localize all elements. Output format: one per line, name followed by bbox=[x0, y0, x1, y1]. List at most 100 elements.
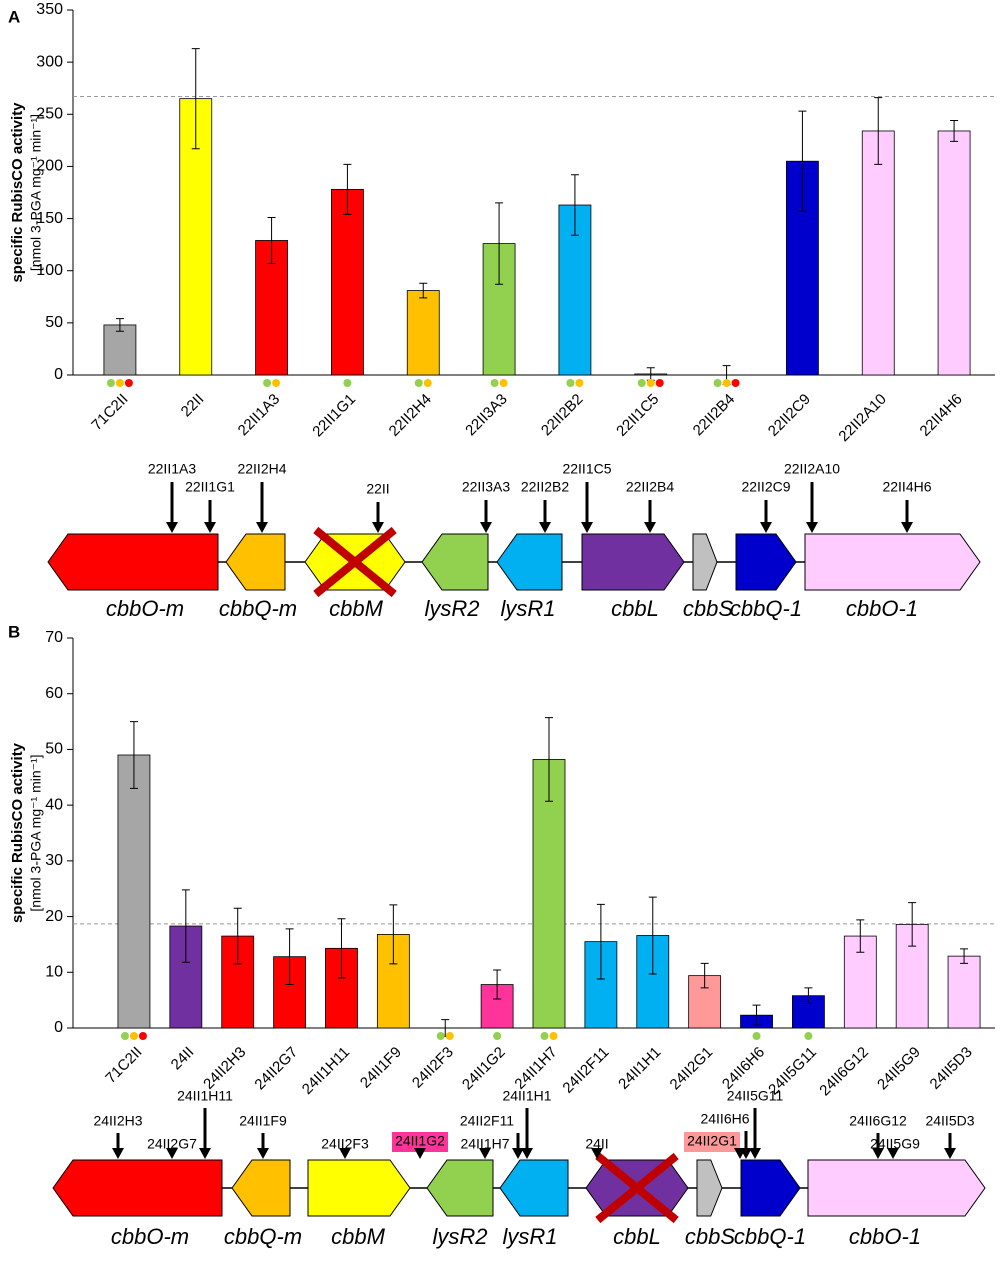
gene bbox=[52, 1159, 223, 1217]
error-bar bbox=[233, 907, 242, 965]
insertion-label: 24II1H7 bbox=[460, 1136, 509, 1152]
x-tick-label: 22II1G1 bbox=[309, 391, 359, 441]
arrow-head bbox=[901, 522, 913, 533]
insertion-label: 24II2G7 bbox=[147, 1136, 197, 1152]
insertion-label: 22II2B2 bbox=[521, 479, 569, 495]
insertion-label: 24II5G11 bbox=[727, 1088, 784, 1104]
marker-dot bbox=[575, 379, 584, 387]
insertion-label: 24II1H1 bbox=[502, 1088, 551, 1104]
insertion-label: 22II2C9 bbox=[741, 479, 790, 495]
error-bar bbox=[343, 163, 352, 215]
insertion-label: 22II4H6 bbox=[882, 479, 931, 495]
marker-dot bbox=[752, 1032, 761, 1040]
marker-dot bbox=[655, 379, 664, 387]
x-tick-label: 22II bbox=[178, 391, 208, 421]
x-tick-label: 24II1H1 bbox=[615, 1044, 664, 1093]
arrow-head bbox=[644, 522, 656, 533]
marker-dot bbox=[566, 379, 575, 387]
gene bbox=[807, 1159, 986, 1217]
arrow-head bbox=[479, 1148, 491, 1159]
insertion-label: 24II1G2 bbox=[395, 1133, 445, 1149]
y-axis-unit: [nmol 3-PGA mg⁻¹ min⁻¹] bbox=[28, 114, 44, 271]
insertion-label: 24II2F3 bbox=[321, 1136, 369, 1152]
marker-dot bbox=[272, 379, 281, 387]
x-tick-label: 22II4H6 bbox=[917, 391, 966, 440]
insertion-label: 24II5G9 bbox=[870, 1136, 920, 1152]
gene bbox=[692, 533, 718, 591]
deletion-cross bbox=[313, 526, 397, 598]
insertion-label: 22II3A3 bbox=[462, 479, 510, 495]
error-bar bbox=[545, 717, 553, 802]
insertion-label: 22II2A10 bbox=[784, 461, 840, 477]
gene bbox=[696, 1159, 723, 1217]
gene-label: cbbS bbox=[683, 596, 733, 621]
gene-label: cbbL bbox=[613, 1224, 661, 1249]
error-bar bbox=[495, 202, 504, 285]
bar bbox=[406, 290, 440, 376]
error-bar bbox=[181, 889, 190, 963]
marker-dot bbox=[106, 379, 115, 387]
insertion-label: 24II6H6 bbox=[700, 1111, 749, 1127]
x-tick-label: 24II5G9 bbox=[874, 1044, 924, 1094]
gene bbox=[426, 1159, 494, 1217]
x-tick-label: 22II2B4 bbox=[690, 391, 739, 440]
x-tick-label: 24II5D3 bbox=[927, 1044, 976, 1093]
arrow-head bbox=[199, 1148, 211, 1159]
arrow-head bbox=[749, 1148, 761, 1159]
insertion-label: 24II bbox=[585, 1136, 608, 1152]
arrow-head bbox=[581, 522, 593, 533]
x-tick-label: 24II2H3 bbox=[200, 1044, 249, 1093]
arrow-head bbox=[204, 522, 216, 533]
error-bar bbox=[267, 217, 276, 264]
error-bar bbox=[419, 282, 428, 299]
bar bbox=[532, 759, 566, 1029]
y-tick-label: 300 bbox=[36, 53, 63, 70]
y-tick-label: 100 bbox=[36, 262, 63, 279]
insertion-label: 24II5D3 bbox=[925, 1113, 974, 1129]
insertion-label: 24II2F11 bbox=[460, 1113, 514, 1129]
arrow-head bbox=[887, 1148, 899, 1159]
marker-dot bbox=[129, 1032, 138, 1040]
marker-dot bbox=[124, 379, 133, 387]
gene-label: lysR2 bbox=[424, 596, 479, 621]
insertion-label: 24II6G12 bbox=[849, 1113, 907, 1129]
x-tick-label: 24II1F9 bbox=[357, 1044, 405, 1092]
arrow-head bbox=[339, 1148, 351, 1159]
error-bar bbox=[129, 721, 138, 789]
marker-dot bbox=[540, 1032, 549, 1040]
marker-dot bbox=[436, 1032, 445, 1040]
arrow-head bbox=[806, 522, 818, 533]
insertion-label: 22II1A3 bbox=[148, 461, 196, 477]
gene-label: cbbM bbox=[331, 1224, 385, 1249]
marker-dot bbox=[343, 379, 352, 387]
error-bar bbox=[908, 902, 917, 947]
y-tick-label: 0 bbox=[54, 1019, 63, 1036]
y-tick-label: 60 bbox=[45, 685, 63, 702]
x-tick-label: 22II2H4 bbox=[386, 391, 435, 440]
x-tick-label: 22II1C5 bbox=[613, 391, 662, 440]
arrow-head bbox=[760, 522, 772, 533]
arrow-head bbox=[872, 1148, 884, 1159]
gene bbox=[307, 1159, 411, 1217]
gene bbox=[804, 533, 981, 591]
arrow-head bbox=[944, 1148, 956, 1159]
arrow-head bbox=[512, 1148, 524, 1159]
panel-label: B bbox=[8, 622, 20, 641]
x-tick-label: 22II1A3 bbox=[235, 391, 284, 440]
gene-label: cbbS bbox=[685, 1224, 735, 1249]
gene bbox=[735, 533, 797, 591]
x-tick-label: 24II bbox=[168, 1044, 198, 1074]
arrow-head bbox=[166, 1148, 178, 1159]
marker-dot bbox=[263, 379, 272, 387]
insertion-label: 22II1C5 bbox=[562, 461, 611, 477]
insertion-label: 22II2H4 bbox=[237, 461, 286, 477]
gene bbox=[499, 1159, 569, 1217]
error-bar bbox=[804, 987, 813, 1004]
y-tick-label: 250 bbox=[36, 106, 63, 123]
gene-label: cbbQ-1 bbox=[730, 596, 802, 621]
error-bar bbox=[950, 120, 959, 142]
gene-label: cbbQ-m bbox=[224, 1224, 302, 1249]
arrow-head bbox=[112, 1148, 124, 1159]
label-highlight bbox=[392, 1132, 448, 1152]
